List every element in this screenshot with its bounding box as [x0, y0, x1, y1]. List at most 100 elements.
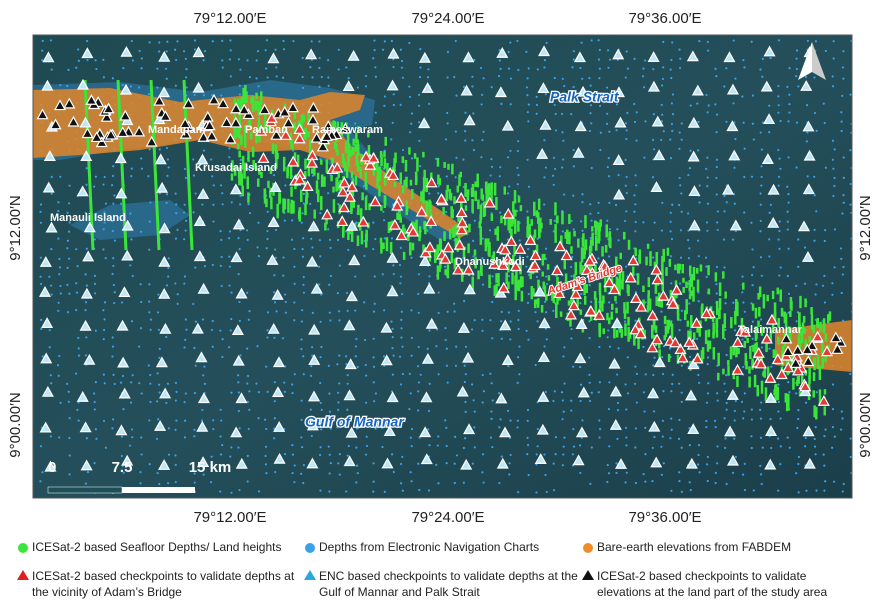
enc-depth [50, 248, 52, 250]
enc-depth [626, 192, 628, 194]
enc-depth [741, 338, 743, 340]
enc-depth [338, 382, 340, 384]
enc-depth [680, 229, 682, 231]
enc-depth [597, 212, 599, 214]
enc-depth [402, 77, 404, 79]
enc-depth [85, 354, 87, 356]
enc-depth [627, 392, 629, 394]
enc-depth [464, 437, 466, 439]
enc-depth [94, 292, 96, 294]
enc-depth [788, 103, 790, 105]
enc-depth [562, 158, 564, 160]
icesat-track [677, 264, 680, 274]
enc-depth [481, 471, 483, 473]
enc-depth [769, 212, 771, 214]
icesat-track [798, 336, 801, 344]
enc-depth [797, 266, 799, 268]
enc-depth [247, 239, 249, 241]
enc-depth [132, 275, 134, 277]
enc-depth [185, 177, 187, 179]
icesat-track [402, 186, 405, 193]
enc-depth [338, 319, 340, 321]
icesat-track [819, 322, 822, 332]
enc-depth [687, 174, 689, 176]
enc-depth [221, 192, 223, 194]
enc-depth [257, 222, 259, 224]
enc-depth [291, 472, 293, 474]
enc-depth [220, 419, 222, 421]
enc-depth [607, 329, 609, 331]
enc-depth [166, 284, 168, 286]
enc-depth [112, 374, 114, 376]
enc-depth [573, 58, 575, 60]
enc-depth [635, 139, 637, 141]
icesat-track [488, 183, 491, 195]
enc-depth [219, 330, 221, 332]
enc-depth [258, 490, 260, 492]
enc-depth [744, 489, 746, 491]
enc-depth [291, 239, 293, 241]
enc-depth [806, 140, 808, 142]
enc-depth [795, 75, 797, 77]
enc-depth [392, 336, 394, 338]
enc-depth [427, 428, 429, 430]
icesat-track [443, 231, 446, 241]
enc-depth [797, 418, 799, 420]
icesat-track [530, 219, 533, 226]
enc-depth [337, 409, 339, 411]
icesat-track [662, 278, 665, 291]
enc-depth [408, 86, 410, 88]
icesat-track [627, 327, 630, 342]
enc-depth [517, 69, 519, 71]
enc-depth [823, 490, 825, 492]
enc-depth [760, 473, 762, 475]
icesat-track [693, 332, 696, 339]
enc-depth [617, 409, 619, 411]
enc-depth [481, 94, 483, 96]
icesat-track [283, 157, 286, 172]
icesat-track [357, 205, 360, 215]
legend-swatch [18, 543, 28, 553]
enc-depth [662, 78, 664, 80]
enc-depth [240, 159, 242, 161]
enc-depth [843, 483, 845, 485]
enc-depth [148, 283, 150, 285]
enc-depth [168, 454, 170, 456]
enc-depth [175, 85, 177, 87]
enc-depth [795, 472, 797, 474]
enc-depth [561, 166, 563, 168]
enc-depth [257, 85, 259, 87]
enc-depth [786, 186, 788, 188]
enc-depth [671, 429, 673, 431]
enc-depth [724, 417, 726, 419]
enc-depth [501, 338, 503, 340]
enc-depth [663, 130, 665, 132]
enc-depth [734, 138, 736, 140]
enc-depth [473, 426, 475, 428]
enc-depth [184, 275, 186, 277]
enc-depth [213, 184, 215, 186]
icesat-track [730, 317, 733, 328]
enc-depth [112, 230, 114, 232]
enc-depth [841, 121, 843, 123]
enc-depth [535, 364, 537, 366]
enc-depth [221, 356, 223, 358]
enc-depth [411, 480, 413, 482]
enc-depth [75, 282, 77, 284]
place-label: Dhanushkodi [455, 256, 525, 268]
enc-depth [274, 417, 276, 419]
enc-depth [615, 302, 617, 304]
enc-depth [724, 437, 726, 439]
icesat-track [352, 147, 355, 155]
icesat-track [345, 142, 348, 152]
enc-depth [509, 150, 511, 152]
enc-depth [498, 482, 500, 484]
enc-depth [266, 247, 268, 249]
enc-depth [111, 427, 113, 429]
enc-depth [518, 373, 520, 375]
icesat-track [342, 228, 345, 238]
enc-depth [247, 203, 249, 205]
enc-depth [185, 76, 187, 78]
enc-depth [67, 69, 69, 71]
enc-depth [527, 302, 529, 304]
